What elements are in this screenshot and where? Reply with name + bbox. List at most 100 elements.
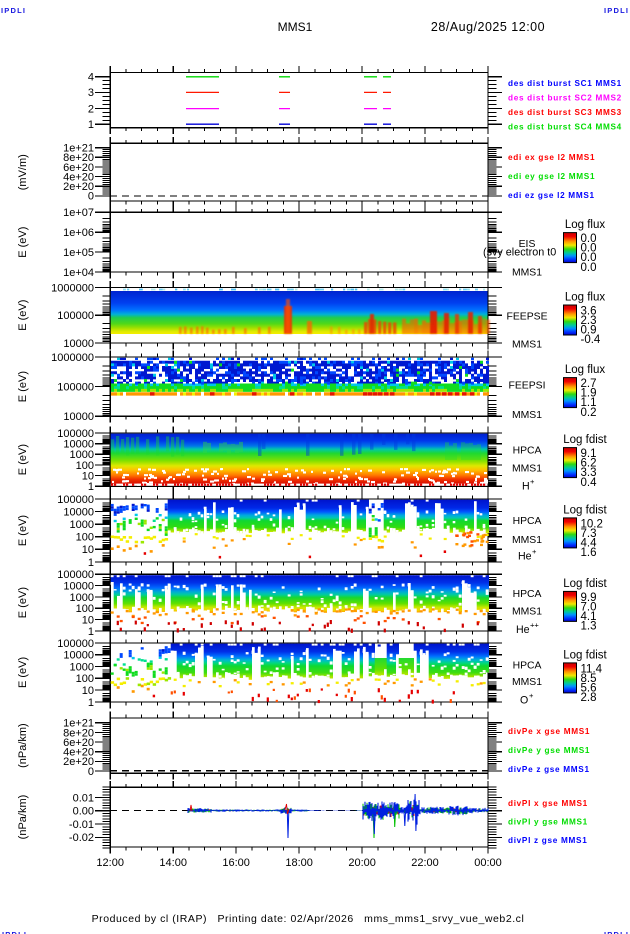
svg-text:0.01: 0.01 (73, 792, 94, 804)
svg-text:7.0: 7.0 (581, 601, 597, 613)
svg-text:3: 3 (88, 87, 94, 99)
svg-text:divPe y gse MMS1: divPe y gse MMS1 (508, 746, 590, 755)
svg-text:100000: 100000 (57, 569, 94, 581)
svg-text:divPe x gse MMS1: divPe x gse MMS1 (508, 727, 590, 736)
svg-text:0.0: 0.0 (581, 262, 597, 274)
svg-text:1.9: 1.9 (581, 388, 597, 400)
svg-text:100: 100 (76, 603, 94, 615)
svg-text:des dist burst SC4 MMS4: des dist burst SC4 MMS4 (508, 122, 622, 131)
svg-text:edi ez gse l2 MMS1: edi ez gse l2 MMS1 (508, 191, 595, 200)
svg-text:1000: 1000 (70, 519, 94, 531)
svg-text:6.2: 6.2 (581, 458, 597, 470)
svg-text:7.3: 7.3 (581, 528, 597, 540)
svg-text:1e+06: 1e+06 (63, 227, 94, 239)
svg-text:1000: 1000 (70, 592, 94, 604)
svg-text:100000: 100000 (57, 638, 94, 650)
svg-text:-0.01: -0.01 (69, 819, 94, 831)
svg-text:MMS1: MMS1 (512, 677, 542, 688)
svg-text:(nPa/km): (nPa/km) (17, 723, 29, 768)
svg-text:10000: 10000 (63, 650, 94, 662)
svg-text:HPCA: HPCA (513, 516, 542, 527)
svg-text:1.6: 1.6 (581, 547, 597, 559)
svg-text:100: 100 (76, 673, 94, 685)
svg-text:E (eV): E (eV) (17, 371, 29, 402)
svg-text:1e+05: 1e+05 (63, 247, 94, 259)
svg-text:IPDLI: IPDLI (604, 6, 629, 15)
svg-text:100000: 100000 (57, 382, 94, 394)
svg-text:20:00: 20:00 (348, 857, 376, 869)
svg-text:2e+20: 2e+20 (63, 181, 94, 193)
svg-text:3.3: 3.3 (581, 467, 597, 479)
svg-text:100000: 100000 (57, 428, 94, 440)
svg-text:des dist burst SC3 MMS3: des dist burst SC3 MMS3 (508, 108, 622, 117)
svg-text:10: 10 (82, 471, 94, 483)
svg-text:divPI x gse MMS1: divPI x gse MMS1 (508, 799, 588, 808)
svg-text:1e+04: 1e+04 (63, 267, 94, 279)
svg-text:MMS1: MMS1 (512, 268, 542, 279)
svg-text:8e+20: 8e+20 (63, 152, 94, 164)
svg-text:100: 100 (76, 532, 94, 544)
svg-text:9.9: 9.9 (581, 592, 597, 604)
svg-text:0.0: 0.0 (581, 233, 597, 245)
svg-text:Log fdist: Log fdist (563, 504, 607, 516)
svg-text:10.2: 10.2 (581, 518, 603, 530)
svg-text:O: O (520, 694, 528, 706)
svg-text:1e+21: 1e+21 (63, 143, 94, 155)
svg-text:8.5: 8.5 (581, 673, 597, 685)
svg-text:Log flux: Log flux (565, 219, 606, 231)
svg-text:10000: 10000 (63, 506, 94, 518)
svg-text:+: + (532, 547, 537, 556)
svg-text:0.0: 0.0 (581, 243, 597, 255)
svg-text:1: 1 (88, 626, 94, 638)
svg-text:E (eV): E (eV) (17, 657, 29, 688)
svg-text:1000: 1000 (70, 661, 94, 673)
svg-text:EIS: EIS (519, 239, 536, 250)
svg-text:10000: 10000 (63, 439, 94, 451)
svg-text:FEEPSE: FEEPSE (507, 311, 548, 322)
svg-text:4: 4 (88, 72, 94, 84)
svg-text:H: H (522, 480, 530, 492)
svg-text:100000: 100000 (57, 494, 94, 506)
svg-text:He: He (518, 550, 532, 562)
svg-text:1: 1 (88, 119, 94, 131)
svg-text:(nPa/km): (nPa/km) (17, 795, 29, 840)
svg-text:IPDLI: IPDLI (1, 6, 26, 15)
svg-text:2.3: 2.3 (581, 315, 597, 327)
svg-text:2.8: 2.8 (581, 692, 597, 704)
svg-text:edi ey gse l2 MMS1: edi ey gse l2 MMS1 (508, 172, 595, 181)
svg-text:HPCA: HPCA (513, 446, 542, 457)
svg-text:(svy electron t0: (svy electron t0 (483, 247, 556, 259)
svg-text:He: He (516, 624, 530, 636)
svg-text:Log flux: Log flux (565, 364, 606, 376)
svg-text:Produced by cl (IRAP) Printi: Produced by cl (IRAP) Printing date: 02/… (92, 913, 525, 925)
svg-text:10: 10 (82, 544, 94, 556)
svg-text:4e+20: 4e+20 (63, 172, 94, 184)
svg-text:1e+21: 1e+21 (63, 718, 94, 730)
svg-text:MMS1: MMS1 (512, 410, 542, 421)
svg-text:0.4: 0.4 (581, 477, 598, 489)
svg-text:E (eV): E (eV) (17, 227, 29, 258)
svg-text:divPI y gse MMS1: divPI y gse MMS1 (508, 817, 588, 826)
svg-text:edi ex gse l2 MMS1: edi ex gse l2 MMS1 (508, 153, 595, 162)
svg-text:1: 1 (88, 697, 94, 709)
svg-text:MMS1: MMS1 (512, 464, 542, 475)
svg-text:des dist burst SC2 MMS2: des dist burst SC2 MMS2 (508, 93, 622, 102)
svg-text:E (eV): E (eV) (17, 300, 29, 331)
svg-text:++: ++ (530, 621, 539, 630)
svg-text:1.3: 1.3 (581, 621, 597, 633)
svg-text:+: + (529, 691, 534, 700)
svg-text:(mV/m): (mV/m) (17, 154, 29, 190)
svg-text:10000: 10000 (63, 581, 94, 593)
svg-text:IPDLI: IPDLI (2, 930, 27, 934)
svg-text:16:00: 16:00 (222, 857, 250, 869)
svg-text:0.00: 0.00 (73, 806, 94, 818)
svg-text:0: 0 (88, 766, 94, 778)
svg-text:1: 1 (88, 557, 94, 569)
svg-text:6e+20: 6e+20 (63, 737, 94, 749)
svg-text:divPe z gse MMS1: divPe z gse MMS1 (508, 765, 590, 774)
svg-text:0.0: 0.0 (581, 252, 597, 264)
svg-text:0.2: 0.2 (581, 407, 597, 419)
svg-text:MMS1: MMS1 (512, 535, 542, 546)
svg-text:2e+20: 2e+20 (63, 756, 94, 768)
svg-text:-0.02: -0.02 (69, 832, 94, 844)
